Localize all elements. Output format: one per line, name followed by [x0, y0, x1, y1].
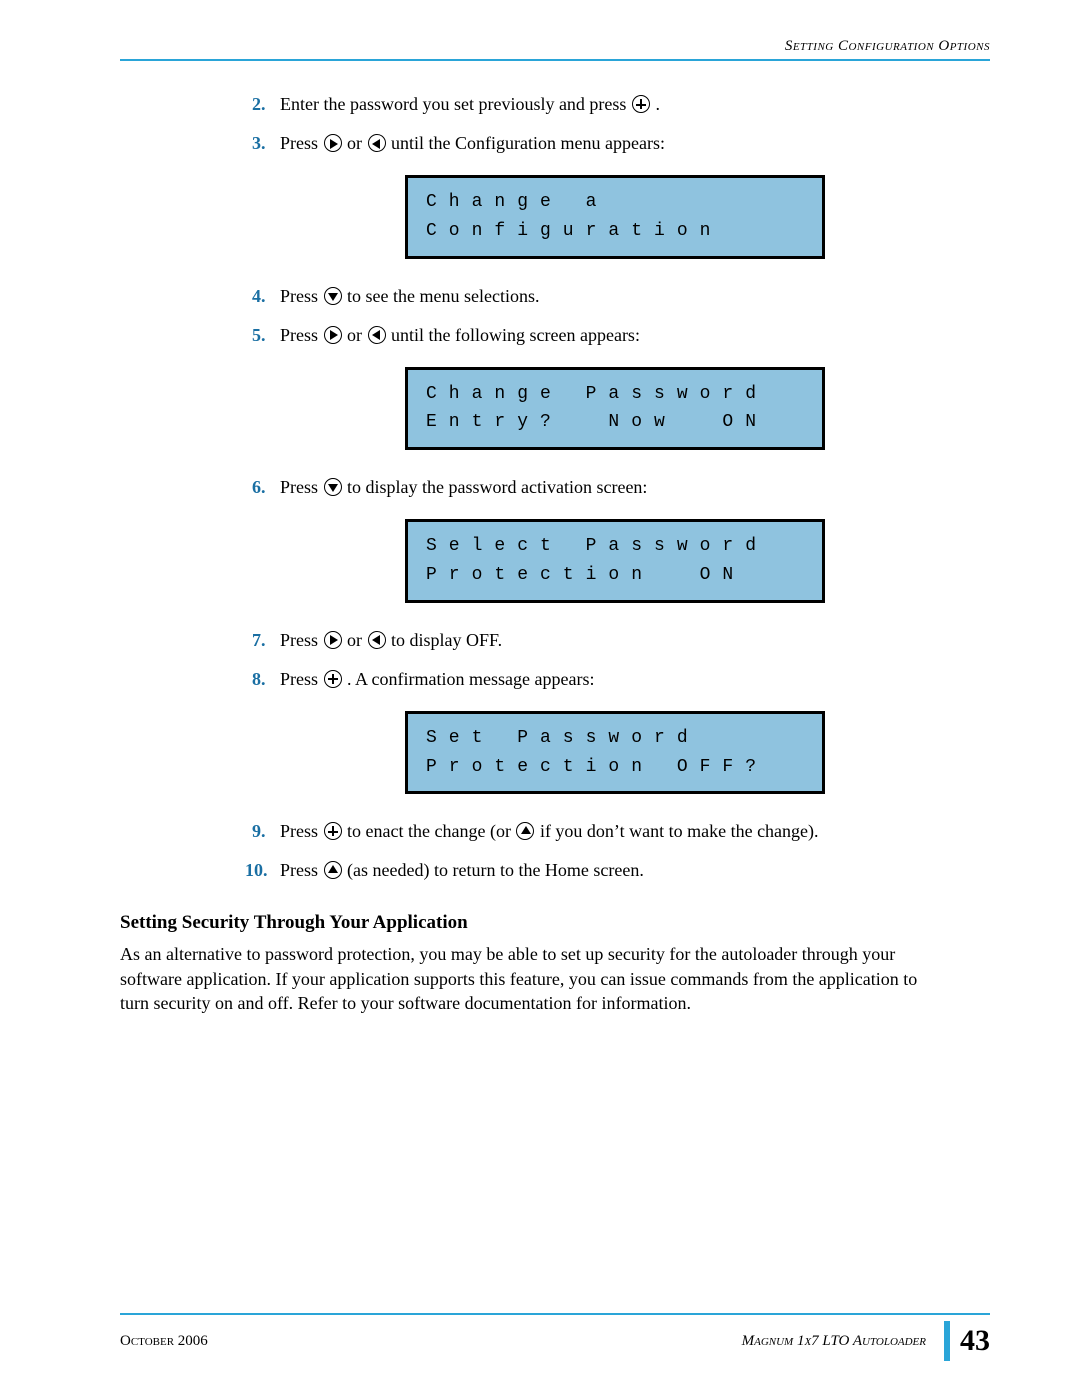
lcd-display-2: Change Password Entry? Now ON — [405, 367, 825, 451]
section-heading: Setting Security Through Your Applicatio… — [120, 912, 950, 934]
step-10: 10. Press (as needed) to return to the H… — [280, 857, 950, 884]
lcd-line: Change a — [426, 188, 804, 217]
step-text: Press — [280, 133, 323, 153]
footer-date: October 2006 — [120, 1333, 742, 1350]
step-text: if you don’t want to make the change). — [540, 821, 819, 841]
step-text: Press — [280, 669, 323, 689]
step-number: 9. — [252, 818, 266, 845]
step-6: 6. Press to display the password activat… — [280, 474, 950, 501]
step-text: Press — [280, 821, 323, 841]
step-text: or — [347, 630, 367, 650]
step-7: 7. Press or to display OFF. — [280, 627, 950, 654]
step-8: 8. Press . A confirmation message appear… — [280, 666, 950, 693]
step-number: 4. — [252, 283, 266, 310]
page-number-bar — [944, 1321, 950, 1361]
step-text: Press — [280, 325, 323, 345]
step-text: Press — [280, 630, 323, 650]
lcd-display-3: Select Password Protection ON — [405, 519, 825, 603]
step-text: Press — [280, 477, 323, 497]
up-arrow-icon — [324, 861, 342, 879]
footer-rule — [120, 1313, 990, 1315]
lcd-line: Set Password — [426, 724, 804, 753]
header-rule — [120, 59, 990, 61]
left-arrow-icon — [368, 631, 386, 649]
step-text: or — [347, 325, 367, 345]
right-arrow-icon — [324, 326, 342, 344]
enter-icon — [324, 670, 342, 688]
lcd-line: Protection ON — [426, 561, 804, 590]
step-4: 4. Press to see the menu selections. — [280, 283, 950, 310]
step-9: 9. Press to enact the change (or if you … — [280, 818, 950, 845]
left-arrow-icon — [368, 326, 386, 344]
footer-product: Magnum 1x7 LTO Autoloader — [742, 1333, 936, 1350]
step-text: (as needed) to return to the Home screen… — [347, 860, 644, 880]
lcd-line: Entry? Now ON — [426, 408, 804, 437]
lcd-line: Configuration — [426, 217, 804, 246]
step-text: to display OFF. — [391, 630, 502, 650]
enter-icon — [324, 822, 342, 840]
step-text: until the following screen appears: — [391, 325, 640, 345]
step-number: 5. — [252, 322, 266, 349]
lcd-line: Change Password — [426, 380, 804, 409]
up-arrow-icon — [516, 822, 534, 840]
step-text: to display the password activation scree… — [347, 477, 647, 497]
right-arrow-icon — [324, 134, 342, 152]
lcd-display-4: Set Password Protection OFF? — [405, 711, 825, 795]
lcd-display-1: Change a Configuration — [405, 175, 825, 259]
step-number: 10. — [245, 857, 268, 884]
left-arrow-icon — [368, 134, 386, 152]
section-paragraph: As an alternative to password protection… — [120, 942, 950, 1015]
step-text: or — [347, 133, 367, 153]
step-5: 5. Press or until the following screen a… — [280, 322, 950, 349]
step-2: 2. Enter the password you set previously… — [280, 91, 950, 118]
step-text: Press — [280, 860, 323, 880]
lcd-line: Select Password — [426, 532, 804, 561]
right-arrow-icon — [324, 631, 342, 649]
page-number: 43 — [960, 1324, 990, 1358]
header-section-title: Setting Configuration Options — [120, 38, 990, 59]
step-number: 6. — [252, 474, 266, 501]
step-text: . A confirmation message appears: — [347, 669, 594, 689]
lcd-line: Protection OFF? — [426, 753, 804, 782]
step-text: until the Configuration menu appears: — [391, 133, 665, 153]
content-area: 2. Enter the password you set previously… — [120, 91, 990, 1015]
step-number: 2. — [252, 91, 266, 118]
step-3: 3. Press or until the Configuration menu… — [280, 130, 950, 157]
step-number: 7. — [252, 627, 266, 654]
page-footer: October 2006 Magnum 1x7 LTO Autoloader 4… — [120, 1313, 990, 1361]
down-arrow-icon — [324, 478, 342, 496]
step-text: Enter the password you set previously an… — [280, 94, 631, 114]
step-text: to enact the change (or — [347, 821, 515, 841]
step-number: 8. — [252, 666, 266, 693]
step-text: to see the menu selections. — [347, 286, 539, 306]
step-number: 3. — [252, 130, 266, 157]
enter-icon — [632, 95, 650, 113]
step-text: . — [655, 94, 660, 114]
down-arrow-icon — [324, 287, 342, 305]
step-text: Press — [280, 286, 323, 306]
